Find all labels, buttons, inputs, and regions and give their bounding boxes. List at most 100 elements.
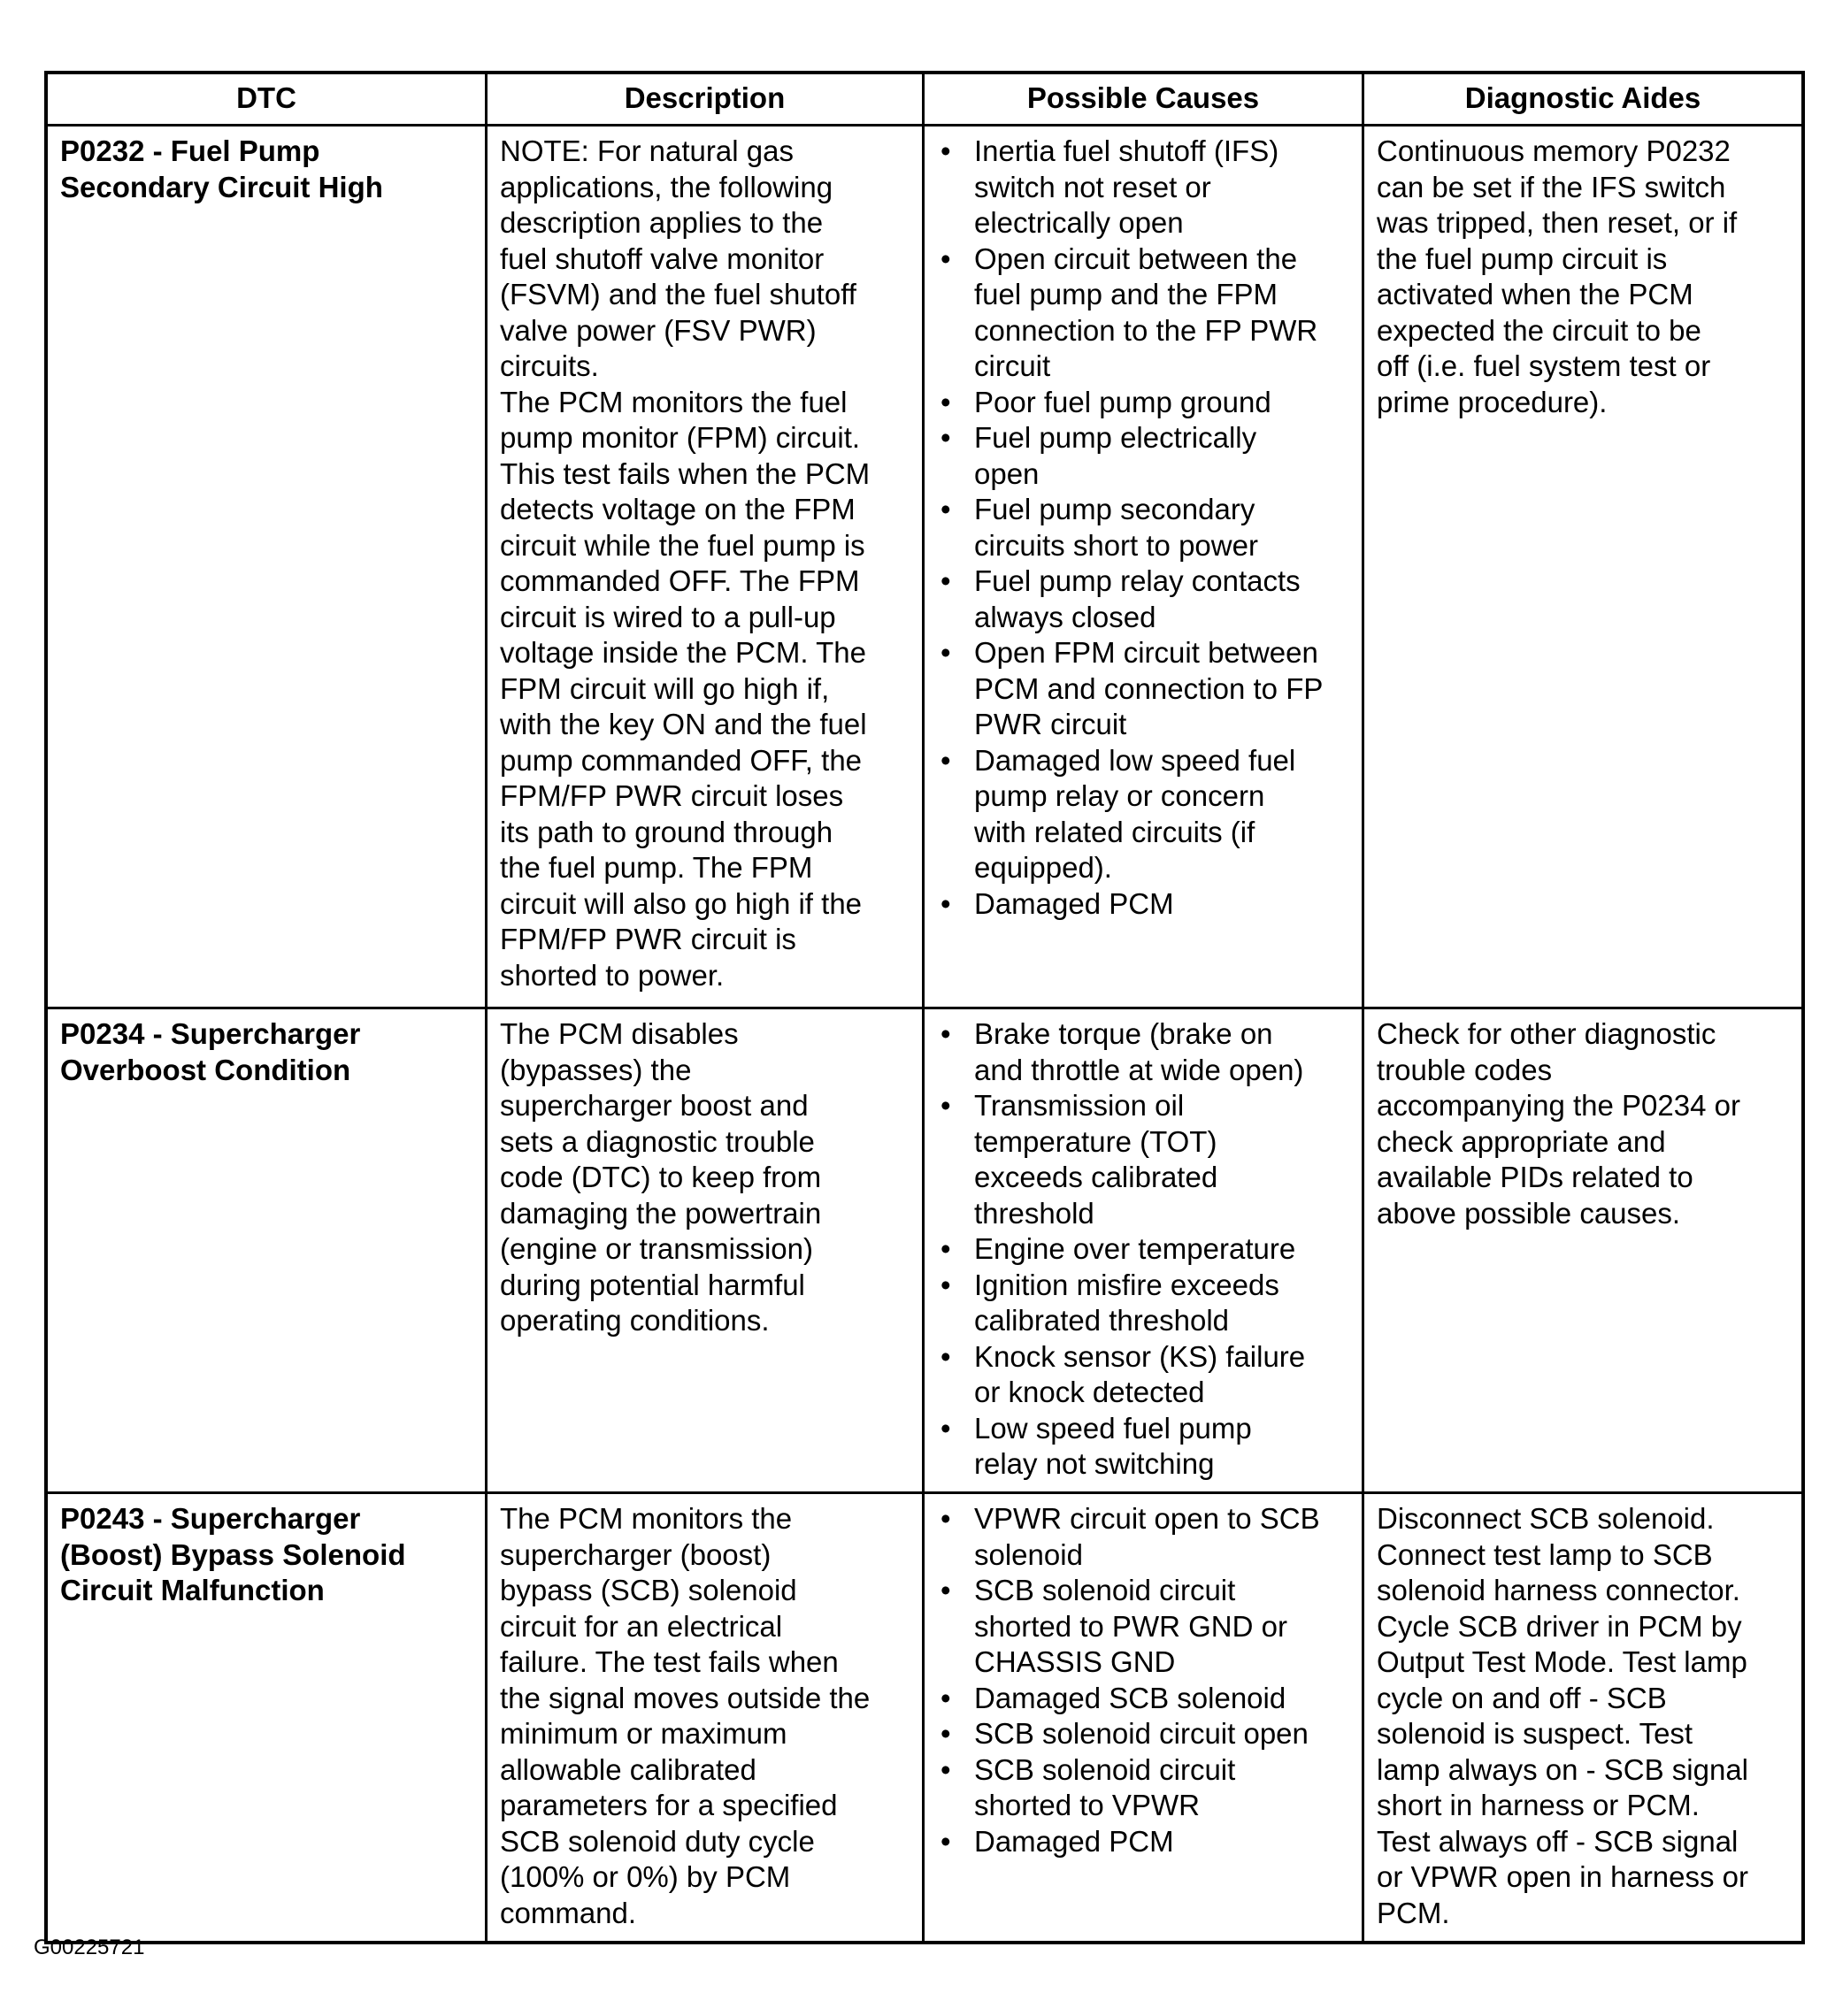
text-line: circuit will also go high if the <box>500 886 863 920</box>
text-line: Transmission oil <box>974 1089 1185 1122</box>
cause-list-item: Damaged SCB solenoid <box>937 1681 1349 1717</box>
text-line: check appropriate and <box>1377 1124 1666 1158</box>
text-line: Brake torque (brake on <box>974 1017 1273 1050</box>
text-line: minimum or maximum <box>500 1717 787 1750</box>
text-line: The PCM monitors the fuel <box>500 385 848 418</box>
table-row: P0234 - Supercharger Overboost Condition T… <box>48 1009 1801 1494</box>
header-description: Description <box>488 74 925 124</box>
dtc-table: DTC Description Possible Causes Diagnost… <box>44 71 1805 1944</box>
possible-causes-cell: VPWR circuit open to SCBsolenoidSCB sole… <box>925 1494 1364 1941</box>
text-line: P0234 - Supercharger <box>60 1017 361 1050</box>
text-line: failure. The test fails when <box>500 1645 839 1678</box>
text-line: Open FPM circuit between <box>974 636 1318 669</box>
text-line: trouble codes <box>1377 1053 1553 1086</box>
text-line: its path to ground through <box>500 815 833 848</box>
text-line: PCM and connection to FP <box>974 671 1324 705</box>
text-line: Knock sensor (KS) failure <box>974 1339 1306 1373</box>
text-line: PCM. <box>1377 1896 1450 1929</box>
text-line: CHASSIS GND <box>974 1645 1176 1678</box>
text-line: pump monitor (FPM) circuit. <box>500 421 861 454</box>
text-line: exceeds calibrated <box>974 1161 1218 1193</box>
text-line: the fuel pump. The FPM <box>500 851 813 884</box>
text-line: (Boost) Bypass Solenoid <box>60 1537 406 1571</box>
text-line: solenoid harness connector. <box>1377 1574 1740 1606</box>
text-line: SCB solenoid duty cycle <box>500 1824 815 1858</box>
text-line: shorted to PWR GND or <box>974 1609 1287 1643</box>
description-cell: The PCM monitors the supercharger (boost)… <box>488 1494 925 1941</box>
text-line: FPM circuit will go high if, <box>500 671 830 705</box>
text-line: Secondary Circuit High <box>60 170 383 203</box>
text-line: SCB solenoid circuit <box>974 1752 1236 1786</box>
text-line: parameters for a specified <box>500 1789 838 1821</box>
text-line: prime procedure). <box>1377 385 1608 418</box>
text-line: PWR circuit <box>974 708 1127 740</box>
text-line: supercharger (boost) <box>500 1537 772 1571</box>
text-line: equipped). <box>974 851 1112 884</box>
text-line: cycle on and off - SCB <box>1377 1681 1667 1714</box>
text-line: P0243 - Supercharger <box>60 1502 361 1535</box>
text-line: Poor fuel pump ground <box>974 385 1271 418</box>
text-line: and throttle at wide open) <box>974 1053 1304 1086</box>
text-line: always closed <box>974 600 1156 633</box>
text-line: solenoid is suspect. Test <box>1377 1717 1693 1750</box>
cause-list-item: Inertia fuel shutoff (IFS)switch not res… <box>937 134 1349 241</box>
text-line: was tripped, then reset, or if <box>1377 206 1738 239</box>
text-line: (FSVM) and the fuel shutoff <box>500 278 856 310</box>
text-line: available PIDs related to <box>1377 1161 1693 1193</box>
text-line: (engine or transmission) <box>500 1232 813 1265</box>
text-line: during potential harmful <box>500 1268 805 1301</box>
text-line: Fuel pump electrically <box>974 421 1257 454</box>
text-line: SCB solenoid circuit open <box>974 1717 1309 1750</box>
header-possible-causes: Possible Causes <box>925 74 1364 124</box>
text-line: This test fails when the PCM <box>500 456 871 490</box>
text-line: Open circuit between the <box>974 241 1298 275</box>
text-line: voltage inside the PCM. The <box>500 636 866 669</box>
text-line: detects voltage on the FPM <box>500 493 856 525</box>
dtc-cell: P0234 - Supercharger Overboost Condition <box>48 1009 488 1491</box>
text-line: the signal moves outside the <box>500 1681 871 1714</box>
text-line: (100% or 0%) by PCM <box>500 1860 791 1893</box>
text-line: FPM/FP PWR circuit is <box>500 923 796 955</box>
description-cell: NOTE: For natural gas applications, the f… <box>488 126 925 1007</box>
text-line: circuits short to power <box>974 528 1258 562</box>
text-line: damaging the powertrain <box>500 1196 822 1230</box>
text-line: Continuous memory P0232 <box>1377 134 1731 167</box>
text-line: pump relay or concern <box>974 779 1265 812</box>
table-row: P0232 - Fuel Pump Secondary Circuit High N… <box>48 126 1801 1009</box>
text-line: threshold <box>974 1196 1094 1230</box>
text-line: Circuit Malfunction <box>60 1574 325 1606</box>
description-cell: The PCM disables (bypasses) the supercharg… <box>488 1009 925 1491</box>
figure-id-caption: G00225721 <box>34 1936 145 1959</box>
text-line: connection to the FP PWR <box>974 313 1318 347</box>
header-dtc: DTC <box>48 74 488 124</box>
text-line: pump commanded OFF, the <box>500 743 863 777</box>
text-line: circuits. <box>500 349 599 382</box>
text-line: Low speed fuel pump <box>974 1411 1252 1445</box>
text-line: or VPWR open in harness or <box>1377 1860 1749 1893</box>
text-line: (bypasses) the <box>500 1053 692 1086</box>
text-line: temperature (TOT) <box>974 1124 1217 1158</box>
text-line: Fuel pump secondary <box>974 493 1255 525</box>
text-line: Engine over temperature <box>974 1232 1296 1265</box>
text-line: lamp always on - SCB signal <box>1377 1752 1749 1786</box>
text-line: Test always off - SCB signal <box>1377 1824 1739 1858</box>
text-line: Damaged PCM <box>974 1824 1174 1858</box>
text-line: Check for other diagnostic <box>1377 1017 1716 1050</box>
text-line: FPM/FP PWR circuit loses <box>500 779 844 812</box>
text-line: shorted to VPWR <box>974 1789 1200 1821</box>
text-line: VPWR circuit open to SCB <box>974 1502 1320 1535</box>
text-line: can be set if the IFS switch <box>1377 170 1726 203</box>
text-line: accompanying the P0234 or <box>1377 1089 1740 1122</box>
text-line: electrically open <box>974 206 1184 239</box>
text-line: P0232 - Fuel Pump <box>60 134 320 167</box>
text-line: shorted to power. <box>500 958 725 992</box>
text-line: Output Test Mode. Test lamp <box>1377 1645 1747 1678</box>
text-line: NOTE: For natural gas <box>500 134 794 167</box>
